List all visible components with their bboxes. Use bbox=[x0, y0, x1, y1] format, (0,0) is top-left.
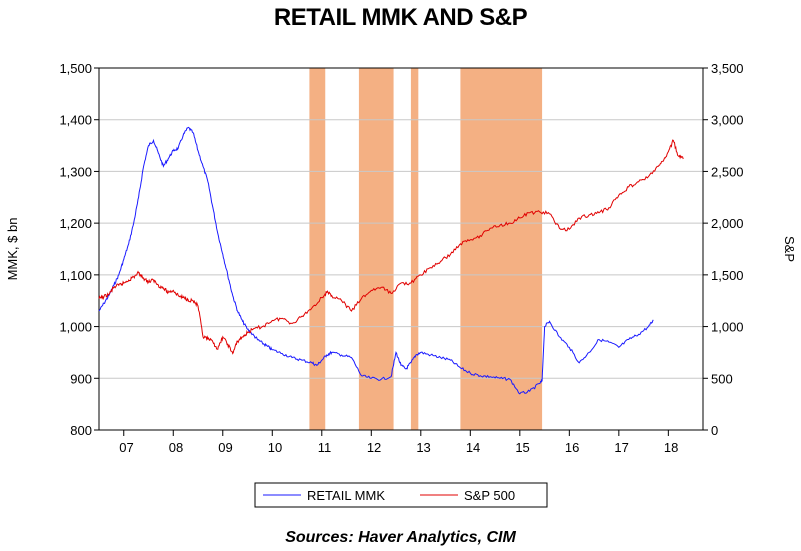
legend-label: RETAIL MMK bbox=[307, 488, 385, 503]
plot-frame bbox=[98, 67, 704, 431]
right-tick-label: 1,000 bbox=[711, 320, 744, 335]
x-tick-label: 16 bbox=[565, 440, 579, 455]
left-axis-ticks: 800 900 1,000 1,100 1,200 1,300 1,400 1,500 bbox=[59, 61, 99, 438]
left-tick-label: 900 bbox=[70, 371, 92, 386]
right-tick-label: 0 bbox=[711, 423, 718, 438]
right-tick-label: 3,000 bbox=[711, 113, 744, 128]
left-tick-label: 1,200 bbox=[59, 216, 92, 231]
shaded-period-3 bbox=[410, 68, 419, 430]
shaded-period-2 bbox=[358, 68, 394, 430]
x-tick-label: 17 bbox=[614, 440, 628, 455]
x-tick-label: 13 bbox=[416, 440, 430, 455]
legend-box bbox=[254, 482, 548, 508]
left-axis-label: MMK, $ bn bbox=[5, 218, 20, 281]
x-tick-label: 07 bbox=[119, 440, 133, 455]
chart-title: RETAIL MMK AND S&P bbox=[273, 4, 528, 31]
left-tick-label: 1,100 bbox=[59, 268, 92, 283]
x-axis-ticks: 07 08 09 10 11 12 13 14 15 16 17 18 bbox=[119, 430, 678, 455]
x-tick-label: 14 bbox=[466, 440, 480, 455]
legend-label: S&P 500 bbox=[464, 488, 515, 503]
shaded-period-4 bbox=[460, 68, 543, 430]
chart-source: Sources: Haver Analytics, CIM bbox=[285, 529, 516, 546]
right-axis-label: S&P bbox=[782, 236, 797, 262]
left-tick-label: 800 bbox=[70, 423, 92, 438]
x-tick-label: 09 bbox=[218, 440, 232, 455]
x-tick-label: 15 bbox=[515, 440, 529, 455]
right-tick-label: 2,500 bbox=[711, 164, 744, 179]
left-tick-label: 1,000 bbox=[59, 320, 92, 335]
shaded-period-1 bbox=[309, 68, 326, 430]
x-tick-label: 08 bbox=[169, 440, 183, 455]
series-lines bbox=[98, 126, 684, 395]
right-tick-label: 2,000 bbox=[711, 216, 744, 231]
left-tick-label: 1,400 bbox=[59, 113, 92, 128]
x-tick-label: 12 bbox=[367, 440, 381, 455]
series-line-sp500 bbox=[98, 139, 684, 355]
series-line-retail-mmk bbox=[98, 126, 654, 395]
shaded-periods bbox=[309, 68, 543, 430]
x-tick-label: 10 bbox=[268, 440, 282, 455]
gridlines bbox=[99, 119, 703, 379]
legend: RETAIL MMK S&P 500 bbox=[254, 482, 548, 508]
right-tick-label: 500 bbox=[711, 371, 733, 386]
right-tick-label: 1,500 bbox=[711, 268, 744, 283]
left-tick-label: 1,300 bbox=[59, 164, 92, 179]
left-tick-label: 1,500 bbox=[59, 61, 92, 76]
right-tick-label: 3,500 bbox=[711, 61, 744, 76]
x-tick-label: 18 bbox=[664, 440, 678, 455]
right-axis-ticks: 0 500 1,000 1,500 2,000 2,500 3,000 3,500 bbox=[703, 61, 744, 438]
x-tick-label: 11 bbox=[318, 440, 332, 455]
